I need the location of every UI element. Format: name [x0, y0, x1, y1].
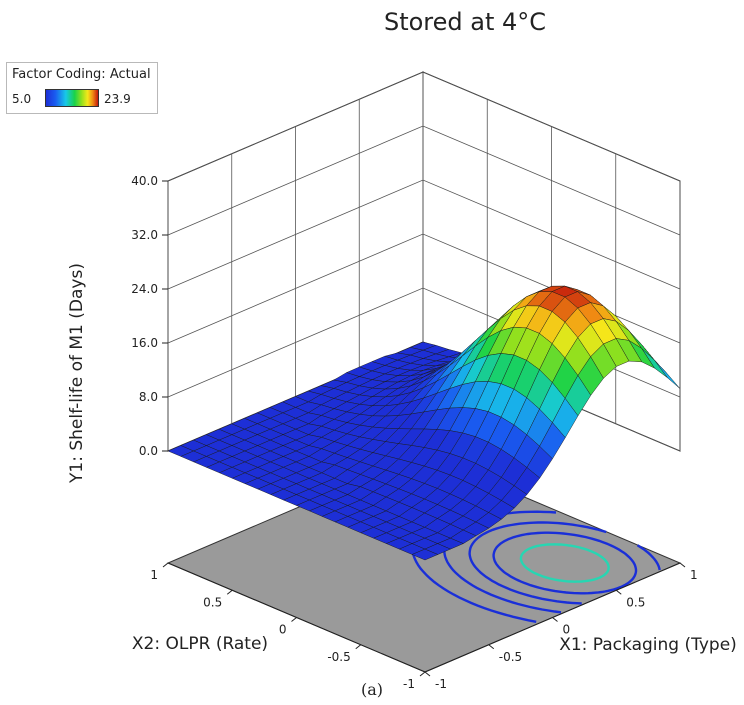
z-tick-label: 32.0 — [131, 228, 158, 242]
x1-tick-mark — [424, 671, 431, 677]
x1-tick-mark — [679, 562, 686, 568]
surface-cell — [411, 548, 439, 561]
legend-title: Factor Coding: Actual — [12, 67, 151, 82]
z-tick-label: 40.0 — [131, 174, 158, 188]
legend-max-label: 23.9 — [104, 92, 131, 106]
z-tick-label: 24.0 — [131, 282, 158, 296]
x1-tick-label: 0 — [563, 623, 571, 637]
contour-line — [519, 543, 610, 583]
x2-tick-mark — [162, 562, 169, 568]
legend-min-label: 5.0 — [12, 92, 32, 106]
x2-tick-mark — [291, 617, 297, 622]
z-tick-label: 0.0 — [139, 444, 158, 458]
x2-tick-mark — [419, 671, 426, 677]
color-legend: Factor Coding: Actual 5.0 23.9 — [6, 62, 158, 114]
x2-tick-label: -1 — [403, 677, 415, 691]
wall-grid-line — [167, 179, 681, 290]
x2-axis-label: X2: OLPR (Rate) — [132, 634, 268, 654]
x2-tick-mark — [226, 589, 233, 595]
legend-colorbar — [45, 89, 99, 107]
x1-tick-label: -0.5 — [499, 650, 522, 664]
x2-tick-label: 0 — [279, 623, 287, 637]
x2-tick-label: 1 — [150, 568, 158, 582]
z-tick-label: 8.0 — [139, 390, 158, 404]
z-tick-label: 16.0 — [131, 336, 158, 350]
response-surface — [167, 285, 681, 561]
x2-tick-label: -0.5 — [327, 650, 350, 664]
x1-tick-label: -1 — [435, 677, 447, 691]
x1-tick-mark — [552, 617, 558, 622]
wall-grid-line — [167, 71, 681, 182]
x1-tick-label: 1 — [690, 568, 698, 582]
x2-tick-label: 0.5 — [203, 595, 222, 609]
x2-tick-mark — [355, 644, 362, 650]
chart-title: Stored at 4°C — [384, 8, 546, 36]
contour-line — [492, 531, 638, 595]
wall-grid-line — [167, 125, 681, 236]
figure-caption: (a) — [360, 680, 384, 699]
x1-tick-mark — [488, 644, 495, 650]
x1-axis-label: X1: Packaging (Type) — [559, 635, 737, 655]
z-axis-label: Y1: Shelf-life of M1 (Days) — [67, 263, 87, 484]
x1-tick-mark — [615, 589, 622, 595]
contour-line — [468, 521, 607, 605]
axes: 0.0 8.0 16.0 24.0 32.0 40.0 -1 -0.5 0 0.5 1 -1 -0.5 0… — [131, 174, 697, 691]
x1-tick-label: 0.5 — [626, 595, 645, 609]
contour-line — [636, 544, 661, 571]
back-walls-grid — [167, 71, 681, 452]
